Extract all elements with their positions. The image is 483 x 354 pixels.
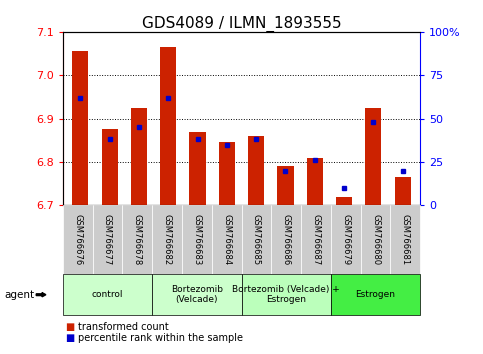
Text: percentile rank within the sample: percentile rank within the sample	[78, 333, 243, 343]
Title: GDS4089 / ILMN_1893555: GDS4089 / ILMN_1893555	[142, 16, 341, 32]
Text: ■: ■	[65, 333, 74, 343]
Bar	[219, 142, 235, 205]
Bar	[248, 136, 264, 205]
Text: GSM766684: GSM766684	[222, 214, 231, 266]
Text: Bortezomib (Velcade) +
Estrogen: Bortezomib (Velcade) + Estrogen	[232, 285, 340, 304]
Bar	[101, 130, 118, 205]
Bar	[365, 108, 382, 205]
Text: Estrogen: Estrogen	[355, 290, 396, 299]
Text: ■: ■	[65, 322, 74, 332]
Text: agent: agent	[5, 290, 35, 300]
Bar	[307, 158, 323, 205]
Text: GSM766687: GSM766687	[312, 214, 320, 266]
Bar	[395, 177, 411, 205]
Text: GSM766680: GSM766680	[371, 214, 380, 266]
Text: Bortezomib
(Velcade): Bortezomib (Velcade)	[171, 285, 223, 304]
Text: GSM766685: GSM766685	[252, 214, 261, 266]
Text: GSM766679: GSM766679	[341, 214, 350, 266]
Text: GSM766686: GSM766686	[282, 214, 291, 266]
Text: GSM766676: GSM766676	[73, 214, 82, 266]
Text: GSM766677: GSM766677	[103, 214, 112, 266]
Text: transformed count: transformed count	[78, 322, 169, 332]
Bar	[189, 132, 206, 205]
Text: GSM766678: GSM766678	[133, 214, 142, 266]
Bar	[277, 166, 294, 205]
Bar	[131, 108, 147, 205]
Bar	[72, 51, 88, 205]
Text: GSM766681: GSM766681	[401, 214, 410, 266]
Text: GSM766683: GSM766683	[192, 214, 201, 266]
Text: GSM766682: GSM766682	[163, 214, 171, 266]
Bar	[160, 47, 176, 205]
Text: control: control	[92, 290, 123, 299]
Bar	[336, 197, 352, 205]
